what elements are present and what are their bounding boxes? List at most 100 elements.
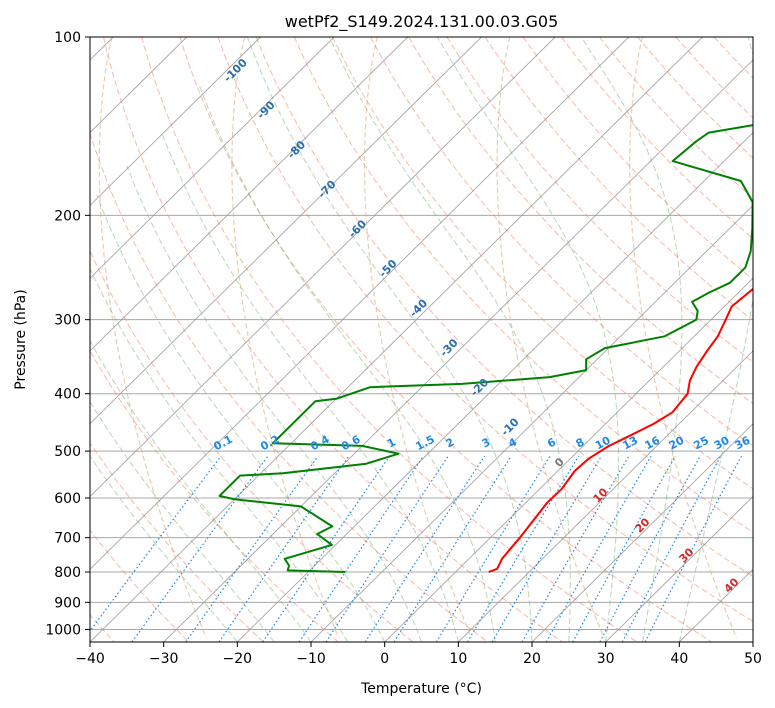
moist-adiabat-line (90, 339, 312, 642)
moist-adiabat-line (96, 195, 386, 642)
moist-adiabat-line (198, 83, 496, 642)
moist-adiabat-line (580, 37, 683, 642)
dry-adiabat-line (370, 37, 753, 447)
dry-adiabat-line (484, 37, 753, 322)
y-tick-label: 100 (54, 30, 81, 46)
moist-adiabat-line (246, 37, 533, 642)
mixing-ratio-label: 0.2 (258, 433, 281, 454)
x-tick-label: −30 (149, 651, 179, 667)
x-tick-label: 20 (523, 651, 541, 667)
x-tick-label: 40 (670, 651, 688, 667)
isotherm-line (90, 37, 630, 570)
isotherm-line (236, 131, 753, 642)
y-tick-label: 700 (54, 531, 81, 547)
mixing-ratio-line (218, 455, 350, 642)
mixing-ratio-line (131, 455, 269, 642)
dry-adiabat-line (255, 37, 753, 578)
isotherm-line (384, 277, 753, 642)
mixing-ratio-label: 13 (620, 434, 640, 453)
y-axis-label: Pressure (hPa) (13, 289, 29, 389)
isotherm-label: 10 (591, 485, 611, 505)
mixing-ratio-label: 30 (712, 434, 732, 453)
x-tick-label: 10 (449, 651, 467, 667)
isotherm-line (90, 37, 409, 352)
mixing-ratio-line (185, 455, 319, 642)
isotherm-line (531, 423, 753, 642)
dry-adiabat-line (179, 37, 712, 642)
isotherm-label: -10 (498, 415, 521, 438)
mixing-ratio-line (491, 455, 602, 642)
mixing-ratio-line (466, 455, 580, 642)
dry-adiabat-line (522, 37, 753, 281)
dry-adiabat-line (90, 249, 414, 642)
dry-adiabat-line (637, 37, 753, 159)
dry-adiabat-line (713, 37, 753, 79)
dry-adiabat-line (90, 132, 488, 642)
isotherm-label: 30 (677, 545, 697, 565)
isotherm-label: -50 (376, 257, 399, 280)
background-lines (0, 37, 753, 642)
sounding-profiles (218, 124, 753, 573)
x-tick-label: −40 (75, 651, 105, 667)
isotherm-line (457, 350, 753, 642)
height-curve-line (98, 37, 207, 639)
mixing-ratio-label: 1.5 (413, 433, 436, 454)
axes: −40 −30 −20 −10 0 10 20 30 40 50 100 200 300 400 500 60… (45, 30, 762, 667)
isotherm-line (163, 59, 753, 642)
y-tick-label: 600 (54, 491, 81, 507)
dry-adiabat-line (751, 37, 753, 39)
moist-adiabat-line (678, 37, 753, 642)
isotherm-line (678, 568, 753, 642)
isotherm-line (752, 641, 753, 642)
chart-title: wetPf2_S149.2024.131.00.03.G05 (285, 12, 559, 32)
y-tick-label: 400 (54, 387, 81, 403)
mixing-ratio-line (364, 455, 486, 642)
mixing-ratio-label: 36 (733, 434, 753, 453)
y-tick-label: 500 (54, 444, 81, 460)
moist-adiabat-line (90, 267, 349, 642)
mixing-ratio-line (325, 455, 449, 642)
x-tick-label: −10 (296, 651, 326, 667)
dry-adiabat-line (332, 37, 753, 490)
dewpoint-profile-line (218, 124, 753, 573)
temperature-profile-line (488, 287, 753, 573)
height-curve-line (0, 37, 74, 638)
mixing-ratio-label: 0.4 (308, 433, 332, 454)
x-tick-label: 50 (744, 651, 762, 667)
y-tick-label: 200 (54, 208, 81, 224)
isotherm-label: -80 (285, 138, 308, 161)
mixing-ratio-label: 3 (480, 435, 493, 450)
isotherm-line (90, 37, 482, 425)
dry-adiabat-line (408, 37, 753, 405)
moist-adiabat-line (90, 455, 238, 642)
plot-frame (89, 36, 754, 643)
mixing-ratio-line (298, 455, 424, 642)
mixing-ratio-line (90, 455, 222, 632)
isotherm-line (90, 37, 335, 279)
mixing-ratio-label: 1 (385, 435, 398, 450)
isotherm-line (90, 37, 261, 207)
y-tick-label: 300 (54, 313, 81, 329)
mixing-ratio-line (572, 455, 676, 642)
dry-adiabat-line (103, 37, 563, 642)
x-tick-label: −20 (223, 651, 253, 667)
isotherm-label: 40 (722, 575, 742, 595)
y-tick-label: 1000 (45, 622, 81, 638)
moist-adiabat-line (437, 37, 620, 642)
x-axis-label: Temperature (°C) (360, 681, 482, 697)
isotherm-label: -20 (468, 376, 491, 399)
dry-adiabat-line (217, 37, 753, 623)
moist-adiabat-line (126, 165, 422, 642)
isotherm-line (605, 495, 753, 642)
mixing-ratio-line (435, 455, 551, 642)
mixing-ratio-line (262, 455, 390, 642)
moist-adiabat-line (161, 132, 459, 642)
dry-adiabat-line (90, 442, 264, 642)
y-tick-label: 900 (54, 595, 81, 611)
mixing-ratio-label: 25 (691, 434, 711, 453)
isotherm-label: -100 (221, 56, 250, 85)
dry-adiabat-line (141, 37, 638, 642)
x-tick-label: 30 (597, 651, 615, 667)
mixing-ratio-line (545, 455, 652, 642)
isotherm-line (90, 37, 556, 498)
